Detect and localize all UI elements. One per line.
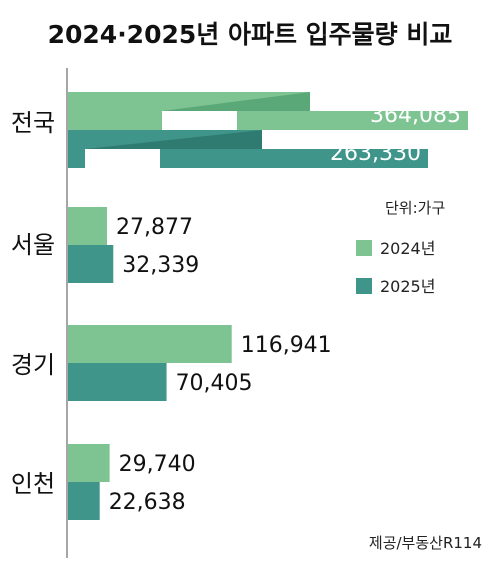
value-label: 70,405 xyxy=(176,371,253,396)
bar-0-0-part-b xyxy=(237,111,468,130)
bar-1-0-part-c xyxy=(68,149,85,168)
legend-label-2025: 2025년 xyxy=(380,277,435,296)
legend-swatch-2025 xyxy=(356,278,372,294)
bar-1-3 xyxy=(68,482,100,520)
value-label: 27,877 xyxy=(116,215,193,240)
bars-layer xyxy=(68,92,468,520)
chart-title: 2024·2025년 아파트 입주물량 비교 xyxy=(48,20,453,49)
bar-0-3 xyxy=(68,444,110,482)
unit-label: 단위:가구 xyxy=(385,199,445,217)
bar-1-2 xyxy=(68,363,167,401)
value-label: 22,638 xyxy=(109,490,186,515)
category-label: 경기 xyxy=(11,351,55,379)
category-label: 인천 xyxy=(11,470,55,498)
category-label: 전국 xyxy=(11,109,55,137)
category-label: 서울 xyxy=(11,231,55,259)
bar-0-2 xyxy=(68,325,232,363)
bar-1-1 xyxy=(68,245,114,283)
value-label: 116,941 xyxy=(241,333,332,358)
source-label: 제공/부동산R114 xyxy=(369,534,482,552)
legend-label-2024: 2024년 xyxy=(380,239,435,258)
value-label: 263,330 xyxy=(330,141,421,166)
bar-0-0-part-c xyxy=(68,111,162,130)
legend: 2024년 2025년 xyxy=(356,239,435,296)
bar-1-0-part-b xyxy=(160,149,428,168)
bar-1-0-break xyxy=(85,130,262,149)
value-label: 32,339 xyxy=(122,253,199,278)
legend-swatch-2024 xyxy=(356,240,372,256)
value-label: 364,085 xyxy=(370,103,461,128)
bar-0-0-break xyxy=(162,92,310,111)
value-label: 29,740 xyxy=(119,452,196,477)
bar-0-1 xyxy=(68,207,108,245)
